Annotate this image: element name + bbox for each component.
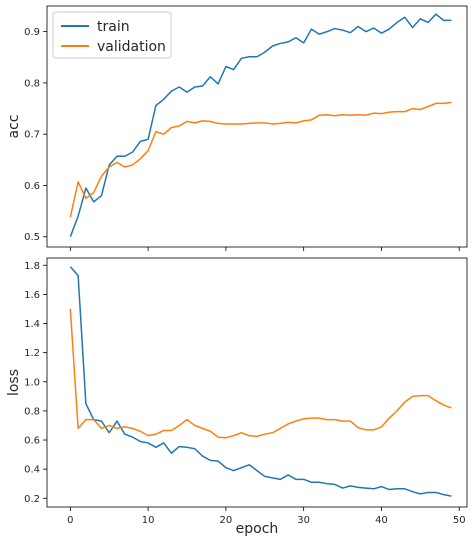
legend: train validation [52, 11, 172, 59]
accuracy-series-line-validation [69, 101, 452, 218]
loss-x-tick-label: 40 [375, 515, 388, 526]
loss-y-tick-label: 1.4 [24, 319, 40, 330]
loss-y-tick-label: 0.6 [24, 436, 40, 447]
accuracy-y-tick-label: 0.8 [24, 78, 40, 89]
loss-x-tick-label: 50 [453, 515, 466, 526]
loss-x-tick-label: 30 [297, 515, 310, 526]
loss-y-tick-label: 0.4 [24, 465, 40, 476]
accuracy-series-line-train [69, 13, 452, 238]
loss-x-tick-label: 10 [142, 515, 155, 526]
loss-y-tick-label: 1.2 [24, 348, 40, 359]
accuracy-panel: acc 0.5 0.6 0.7 0.8 0.9 [6, 5, 468, 251]
accuracy-y-tick-label: 0.6 [24, 181, 40, 192]
accuracy-y-tick-label: 0.5 [24, 232, 40, 243]
loss-axes-frame [46, 257, 468, 508]
legend-label-train: train [97, 19, 130, 35]
legend-label-validation: validation [97, 39, 166, 55]
accuracy-y-axis-label: acc [6, 115, 22, 139]
accuracy-y-tick-label: 0.9 [24, 27, 40, 38]
accuracy-y-tick-label: 0.7 [24, 130, 40, 141]
loss-y-axis-label: loss [6, 369, 22, 396]
loss-x-tick-label: 20 [220, 515, 233, 526]
loss-y-tick-label: 1.0 [24, 377, 40, 388]
loss-y-tick-label: 0.2 [24, 494, 40, 505]
loss-y-tick-label: 1.8 [24, 261, 40, 272]
loss-series-line-train [69, 266, 452, 497]
loss-y-tick-label: 0.8 [24, 406, 40, 417]
loss-y-tick-label: 1.6 [24, 290, 40, 301]
loss-panel: loss epoch 0.2 0.4 0.6 0.8 1.0 1.2 1.4 1.6 1.8 0 1… [6, 257, 468, 537]
accuracy-axes-frame [46, 5, 468, 248]
loss-series-line-validation [69, 308, 452, 439]
loss-x-tick-label: 0 [67, 515, 73, 526]
loss-x-axis-label: epoch [236, 521, 279, 537]
